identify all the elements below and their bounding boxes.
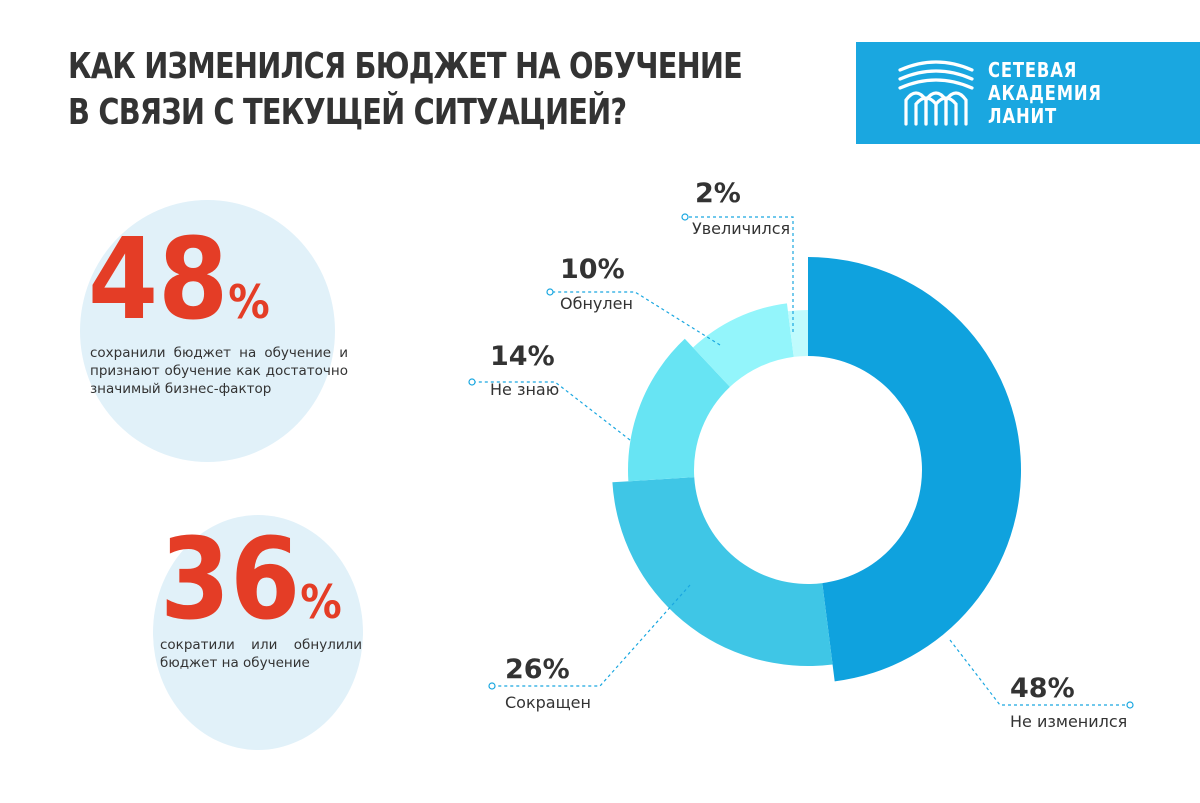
stat-number-2-value: 36 (160, 515, 301, 645)
leader-line-2 (472, 381, 631, 441)
slice-value-label-3: 10% (560, 254, 625, 285)
logo: СЕТЕВАЯ АКАДЕМИЯ ЛАНИТ (856, 42, 1200, 144)
stat-circle-1 (80, 200, 335, 462)
logo-line-2: АКАДЕМИЯ (988, 81, 1102, 105)
academy-arches-icon (898, 60, 974, 126)
donut-slice-3 (692, 303, 794, 387)
slice-value-label-0: 48% (1010, 673, 1075, 704)
stat-number-1: 48% (88, 220, 270, 362)
slice-name-label-2: Не знаю (490, 380, 559, 399)
leader-dot-2 (468, 378, 476, 386)
slice-name-label-0: Не изменился (1010, 712, 1127, 731)
slice-name-label-3: Обнулен (560, 294, 633, 313)
stat-number-2: 36% (160, 520, 342, 662)
leader-dot-1 (488, 682, 496, 690)
title-line-1: КАК ИЗМЕНИЛСЯ БЮДЖЕТ НА ОБУЧЕНИЕ (68, 46, 743, 87)
donut-slice-1 (612, 477, 833, 666)
leader-line-4 (685, 216, 794, 332)
stat-description-1: сохранили бюджет на обучение и признают … (90, 345, 348, 397)
logo-line-1: СЕТЕВАЯ (988, 58, 1078, 82)
logo-text: СЕТЕВАЯ АКАДЕМИЯ ЛАНИТ (988, 59, 1102, 128)
stat-number-2-unit: % (300, 575, 342, 629)
donut-slice-0 (808, 257, 1022, 682)
leader-line-0 (949, 639, 1130, 706)
stat-description-2: сократили или обнулили бюджет на обучени… (160, 637, 362, 671)
stat-number-1-value: 48 (88, 215, 229, 345)
page-title: КАК ИЗМЕНИЛСЯ БЮДЖЕТ НА ОБУЧЕНИЕ В СВЯЗИ… (68, 44, 743, 136)
slice-value-label-4: 2% (695, 178, 741, 209)
logo-line-3: ЛАНИТ (988, 104, 1058, 128)
slice-name-label-1: Сокращен (505, 693, 591, 712)
slice-name-label-4: Увеличился (692, 219, 790, 238)
leader-line-3 (550, 291, 721, 346)
slice-value-label-2: 14% (490, 341, 555, 372)
title-line-2: В СВЯЗИ С ТЕКУЩЕЙ СИТУАЦИЕЙ? (68, 92, 627, 133)
donut-slice-2 (628, 338, 730, 482)
slice-value-label-1: 26% (505, 654, 570, 685)
stat-number-1-unit: % (228, 275, 270, 329)
leader-dot-3 (546, 288, 554, 296)
stat-circle-2 (153, 515, 363, 750)
leader-dot-4 (681, 213, 689, 221)
leader-dot-0 (1126, 701, 1134, 709)
leader-line-1 (492, 584, 691, 687)
donut-slice-4 (787, 310, 808, 357)
